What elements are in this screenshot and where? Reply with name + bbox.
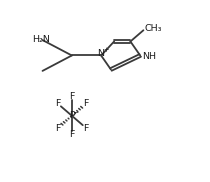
Text: NH: NH (142, 52, 156, 61)
Text: F: F (84, 99, 89, 108)
Text: P: P (69, 111, 75, 120)
Text: N: N (98, 49, 105, 58)
Text: CH₃: CH₃ (144, 24, 162, 33)
Text: H₂N: H₂N (32, 35, 50, 44)
Text: F: F (69, 92, 75, 101)
Text: F: F (55, 99, 60, 108)
Text: +: + (103, 47, 109, 53)
Text: F: F (55, 124, 60, 133)
Text: F: F (69, 130, 75, 139)
Text: F: F (84, 124, 89, 133)
Text: −: − (73, 109, 78, 114)
